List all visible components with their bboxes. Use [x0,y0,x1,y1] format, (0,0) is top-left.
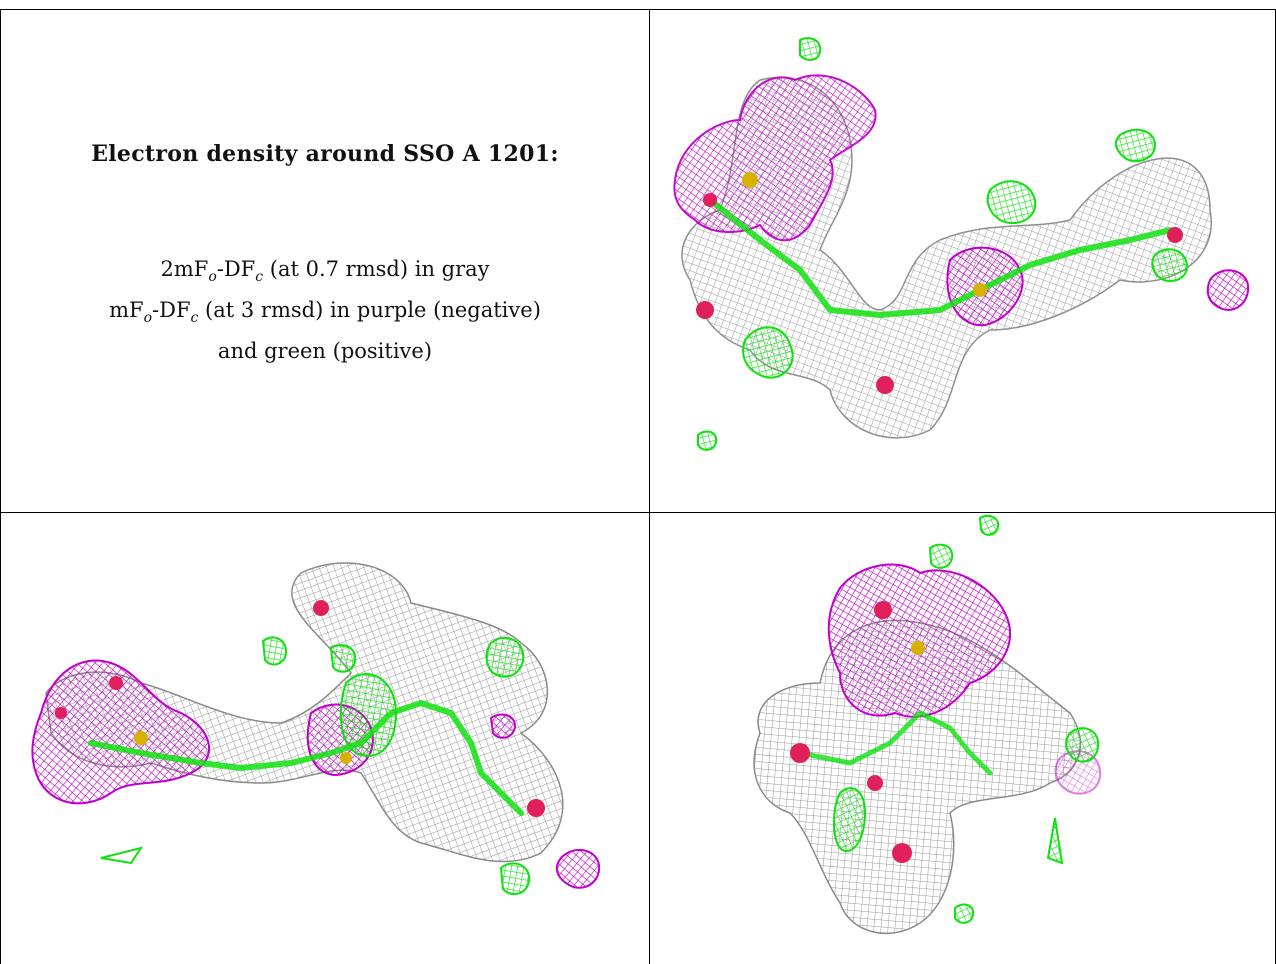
oxygen-atom [1167,227,1183,243]
divider-horizontal [0,512,1276,513]
molecule-bonds [797,710,993,776]
density-panel-bottom-left [1,513,649,964]
molecule-bonds [88,700,524,816]
sulfur-atom [340,752,352,764]
border-top [0,9,1276,10]
green-density-blob [1065,727,1100,763]
caption-title: Electron density around SSO A 1201: [91,141,559,167]
purple-density-blob [489,713,516,739]
oxygen-atom [874,601,892,619]
oxygen-atom [790,743,810,763]
purple-density-blob [673,74,877,242]
green-density-blob [1114,128,1157,163]
green-density-blob [799,37,822,61]
legend-line-colors: and green (positive) [217,339,433,364]
purple-density-blob [31,659,211,805]
oxygen-atom [703,193,717,207]
oxygen-atom [313,600,329,616]
molecule-bonds [707,197,1173,318]
green-density-blob [833,787,867,853]
purple-density-blob [827,563,1011,718]
density-panel-top-right [650,10,1275,512]
green-density-blob [261,636,288,666]
green-density-blob [697,430,718,451]
green-density-blob [928,543,954,569]
density-map-view-1 [673,37,1250,451]
density-map-view-2 [31,562,601,896]
green-density-blob [986,180,1037,225]
sulfur-atom [911,641,925,655]
divider-vertical [649,9,650,964]
density-panel-bottom-right [650,513,1275,964]
green-density-blob [339,673,398,758]
green-density-blob [1046,817,1064,865]
green-density-blob [954,903,975,924]
legend-line-2fofc: 2mFo-DFc (at 0.7 rmsd) in gray [160,257,490,286]
green-density-blob [978,514,1000,536]
sulfur-atom [973,283,987,297]
oxygen-atom [696,301,714,319]
oxygen-atom [867,775,883,791]
gray-density-blob [45,562,564,863]
purple-density-blob [1206,269,1250,311]
green-density-blob [485,636,525,678]
green-density-blob [1151,248,1189,283]
legend: 2mFo-DFc (at 0.7 rmsd) in gray mFo-DFc (… [109,253,541,368]
density-map-view-3 [753,514,1102,935]
oxygen-atom [876,376,894,394]
oxygen-atom [527,799,545,817]
green-density-blob [742,326,794,379]
green-density-blob [329,644,357,673]
oxygen-atom [892,843,912,863]
green-density-blob [100,846,144,865]
oxygen-atom [55,707,67,719]
border-left [0,9,1,964]
green-density-blob [499,862,531,896]
sulfur-atom [742,172,758,188]
legend-line-fofc: mFo-DFc (at 3 rmsd) in purple (negative) [109,298,541,327]
caption-cell: Electron density around SSO A 1201: 2mFo… [1,10,649,512]
purple-density-blob [555,849,601,889]
oxygen-atom [109,676,123,690]
sulfur-atom [134,731,148,745]
